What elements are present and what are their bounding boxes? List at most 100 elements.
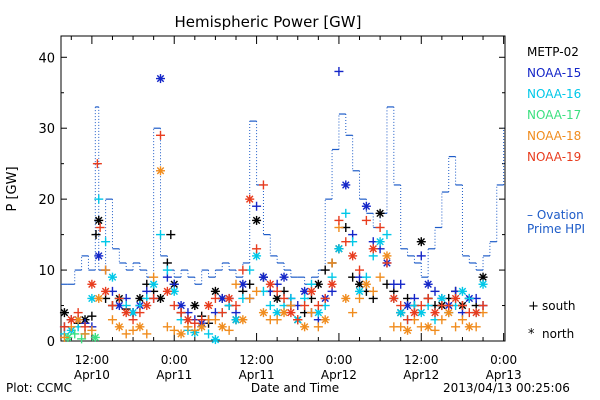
marker-stroke [280,273,288,281]
south-marker [252,286,262,296]
marker-stroke [60,308,69,317]
x-axis: 12:00Apr100:00Apr1112:00Apr110:00Apr1212… [70,36,522,382]
south-marker [95,223,105,233]
north-marker [457,286,467,296]
north-marker [156,293,166,303]
south-marker [396,301,406,311]
legend-series-label: NOAA-18 [527,129,581,143]
south-marker [210,293,220,303]
south-marker [149,293,159,303]
marker-stroke [156,294,165,303]
marker-stroke [396,308,405,317]
south-marker [114,293,124,303]
south-marker [348,308,358,318]
north-marker [176,329,186,339]
marker-stroke [95,252,103,260]
south-marker [430,286,440,296]
south-marker [162,265,172,275]
north-marker [224,293,234,303]
south-marker [355,293,365,303]
marker-stroke [362,280,371,288]
x-tick-time: 0:00 [161,353,188,367]
marker-stroke [115,323,124,331]
marker-stroke [472,308,480,317]
marker-stroke [252,252,261,260]
marker-stroke [239,315,247,324]
south-marker [224,325,234,335]
marker-stroke [252,216,261,225]
south-marker [313,301,323,311]
marker-stroke [191,301,199,310]
marker-stroke [438,294,446,303]
y-tick-label: 0 [47,335,55,350]
marker-stroke [417,308,426,317]
marker-stroke [239,280,247,288]
marker-stroke [136,323,144,331]
north-marker [59,308,69,318]
south-marker [87,311,97,321]
south-marker [59,322,69,332]
marker-stroke [307,287,316,296]
x-tick-date: Apr12 [403,368,439,382]
south-marker [156,230,166,240]
marker-stroke [218,294,227,303]
south-marker [92,159,102,169]
x-tick-time: 0:00 [325,353,352,367]
north-marker [149,279,159,289]
marker-stroke [211,287,220,296]
south-marker [306,308,316,318]
x-tick-time: 12:00 [75,353,110,367]
marker-stroke [280,308,288,317]
south-marker [190,318,200,328]
south-marker [101,265,111,275]
north-marker [471,308,481,318]
south-marker [368,286,378,296]
south-marker [166,230,176,240]
south-marker [293,315,303,325]
south-marker [272,286,282,296]
south-marker [77,334,87,344]
x-tick-date: Apr11 [156,368,192,382]
north-marker [389,293,399,303]
north-marker [320,315,330,325]
plot-timestamp: 2013/04/13 00:25:06 [443,381,570,395]
north-marker [279,272,289,282]
north-marker [210,335,220,345]
south-marker [334,66,344,76]
marker-stroke [287,308,295,317]
north-marker [245,194,255,204]
marker-stroke [300,287,309,296]
north-marker [375,237,385,247]
south-marker [101,237,111,247]
x-tick-time: 12:00 [239,353,274,367]
ovation-hpi-trace [61,106,505,285]
marker-stroke [273,308,281,317]
legend-series-label: NOAA-19 [527,150,581,164]
north-marker [190,301,200,311]
south-marker [217,308,227,318]
south-marker [471,322,481,332]
north-marker [101,286,111,296]
south-marker [91,230,101,240]
y-tick-label: 30 [38,122,55,137]
marker-stroke [390,294,398,303]
south-marker [341,237,351,247]
legend-ovation-label: – Ovation [527,208,584,222]
marker-stroke [122,308,130,317]
north-marker [87,279,97,289]
marker-key-symbol: * [528,327,535,342]
north-marker [375,208,385,218]
marker-stroke [245,195,254,203]
marker-stroke [88,294,96,303]
north-marker [183,315,193,325]
x-axis-label: Date and Time [251,381,339,395]
south-marker [300,301,310,311]
south-marker [70,329,80,339]
south-marker [355,265,365,275]
south-marker [416,251,426,261]
north-marker [90,332,100,342]
north-marker [252,215,262,225]
south-marker [457,315,467,325]
marker-stroke [177,301,185,310]
marker-stroke [91,333,100,342]
